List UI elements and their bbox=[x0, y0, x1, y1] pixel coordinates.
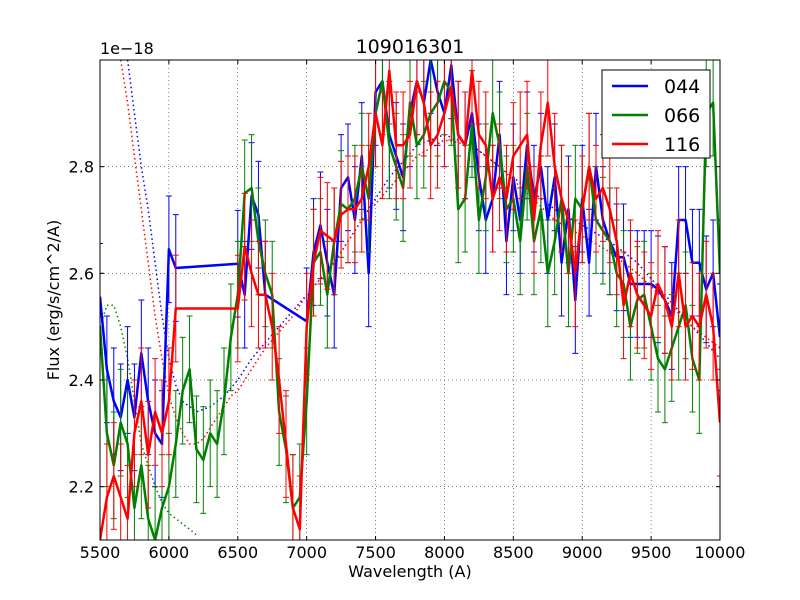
legend: 044 066 116 bbox=[601, 69, 711, 159]
y-offset-label: 1e−18 bbox=[100, 39, 154, 58]
y-axis-label: Flux (erg/s/cm^2/A) bbox=[44, 220, 63, 381]
x-tick-label: 8500 bbox=[493, 543, 534, 562]
ticks: 5500 6000 6500 7000 7500 8000 8500 9000 9500 1000… bbox=[69, 60, 746, 562]
plot-frame bbox=[99, 59, 721, 541]
x-tick-label: 5500 bbox=[80, 543, 121, 562]
x-tick-label: 9500 bbox=[631, 543, 672, 562]
y-tick-label: 2.2 bbox=[69, 478, 94, 497]
x-tick-label: 8000 bbox=[424, 543, 465, 562]
series-116 bbox=[100, 60, 720, 540]
series-line-044 bbox=[100, 60, 720, 446]
legend-label-116: 116 bbox=[664, 134, 700, 156]
data-series bbox=[100, 60, 720, 540]
x-tick-label: 7000 bbox=[286, 543, 327, 562]
x-tick-label: 7500 bbox=[355, 543, 396, 562]
legend-label-066: 066 bbox=[664, 105, 700, 127]
chart-title: 109016301 bbox=[356, 36, 465, 58]
x-tick-label: 10000 bbox=[695, 543, 746, 562]
model-curves bbox=[100, 60, 720, 536]
y-tick-label: 2.8 bbox=[69, 158, 94, 177]
x-tick-label: 9000 bbox=[562, 543, 603, 562]
x-tick-label: 6000 bbox=[149, 543, 190, 562]
x-axis-label: Wavelength (A) bbox=[348, 562, 471, 581]
legend-label-044: 044 bbox=[664, 76, 700, 98]
x-tick-label: 6500 bbox=[217, 543, 258, 562]
model-curve-066 bbox=[100, 304, 197, 536]
y-tick-label: 2.4 bbox=[69, 371, 94, 390]
model-curve-116 bbox=[119, 60, 720, 445]
y-tick-label: 2.6 bbox=[69, 264, 94, 283]
series-line-116 bbox=[100, 69, 720, 540]
